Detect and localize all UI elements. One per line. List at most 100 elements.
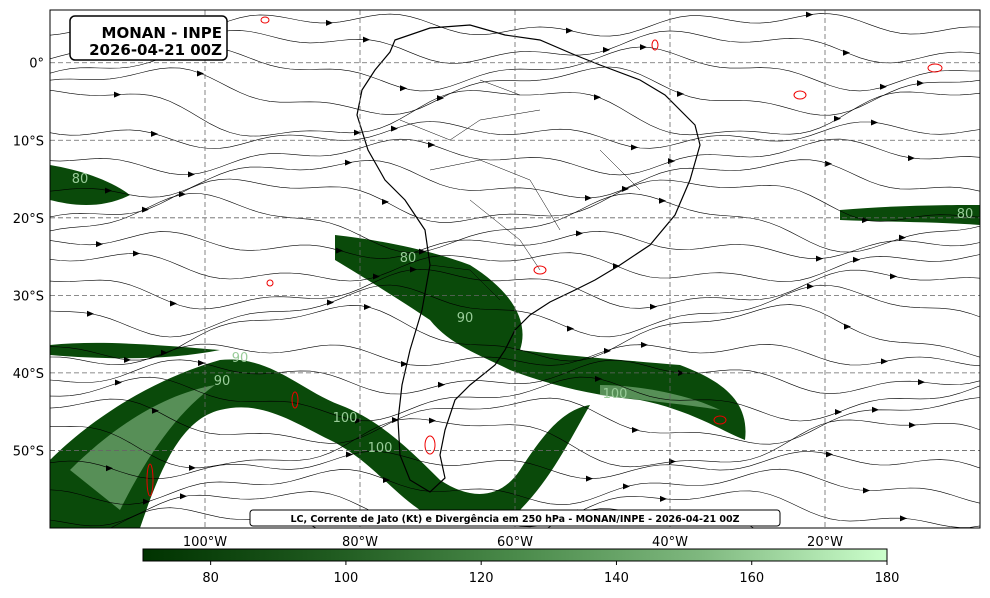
- stream-arrow: [816, 255, 823, 262]
- stream-arrow: [576, 230, 583, 237]
- stream-arrow: [603, 46, 610, 53]
- stream-arrow: [410, 266, 417, 273]
- colorbar-fill: [142, 548, 888, 562]
- colorbar: 80 100 120 140 160 180: [142, 548, 900, 586]
- stream-arrow: [909, 422, 916, 429]
- stream-arrow: [161, 349, 168, 356]
- stream-arrow: [115, 379, 122, 386]
- map-frame: [49, 9, 981, 529]
- stream-arrow: [594, 94, 601, 101]
- stream-arrow: [807, 283, 814, 290]
- stream-arrow: [363, 36, 370, 43]
- title-box: MONAN - INPE 2026-04-21 00Z: [69, 15, 228, 61]
- stream-arrow: [881, 358, 888, 365]
- stream-arrow: [908, 155, 915, 162]
- y-tick-label: 50°S: [13, 444, 44, 459]
- colorbar-tick-label: 100: [333, 571, 358, 586]
- stream-arrow: [899, 234, 906, 241]
- stream-arrow: [668, 158, 675, 165]
- contour-label: 90: [457, 311, 474, 326]
- stream-arrow: [567, 325, 574, 332]
- stream-arrow: [124, 356, 131, 363]
- streamline: [50, 89, 980, 137]
- stream-arrow: [853, 256, 860, 263]
- stream-arrow: [105, 187, 112, 194]
- stream-arrow: [631, 144, 638, 151]
- stream-arrow: [604, 347, 611, 354]
- divergence-contours: [146, 16, 943, 497]
- stream-arrow: [835, 408, 842, 415]
- stream-arrow: [640, 44, 647, 51]
- caption: LC, Corrente de Jato (Kt) e Divergência …: [290, 514, 739, 525]
- stream-arrow: [170, 300, 177, 307]
- stream-arrow: [346, 451, 353, 458]
- stream-arrow: [355, 417, 362, 424]
- stream-arrow: [871, 119, 878, 126]
- stream-arrow: [586, 475, 593, 482]
- contour-label: 90: [214, 374, 231, 389]
- colorbar-tick-label: 180: [875, 571, 900, 586]
- stream-arrow: [669, 458, 676, 465]
- stream-arrow: [825, 160, 832, 167]
- y-tick-label: 30°S: [13, 289, 44, 304]
- stream-arrow: [364, 303, 371, 310]
- contour-label: 100: [333, 411, 358, 426]
- stream-arrow: [197, 70, 204, 77]
- stream-arrow: [437, 95, 444, 102]
- stream-arrow: [97, 530, 104, 536]
- stream-arrow: [900, 515, 907, 522]
- stream-arrow: [862, 217, 869, 224]
- stream-arrow: [114, 91, 121, 98]
- x-tick-label: 100°W: [183, 535, 227, 550]
- stream-arrow: [641, 341, 648, 348]
- y-tick-label: 40°S: [13, 367, 44, 382]
- stream-arrow: [180, 493, 187, 500]
- stream-arrow: [585, 194, 592, 201]
- colorbar-tick-label: 120: [469, 571, 494, 586]
- stream-arrow: [188, 171, 195, 178]
- colorbar-tick-label: 80: [202, 571, 219, 586]
- stream-arrow: [382, 198, 389, 205]
- stream-arrow: [87, 310, 94, 317]
- stream-arrow: [152, 407, 159, 414]
- x-tick-label: 80°W: [342, 535, 378, 550]
- y-tick-label: 20°S: [13, 212, 44, 227]
- stream-arrow: [327, 299, 334, 306]
- x-tick-label: 20°W: [807, 535, 843, 550]
- stream-arrow: [143, 498, 150, 505]
- stream-arrow: [677, 90, 684, 97]
- stream-arrow: [826, 451, 833, 458]
- stream-arrow: [622, 185, 629, 192]
- stream-arrow: [428, 141, 435, 148]
- stream-arrow: [595, 375, 602, 382]
- caption-box: LC, Corrente de Jato (Kt) e Divergência …: [249, 509, 781, 527]
- stream-arrow: [373, 273, 380, 280]
- stream-arrow: [345, 159, 352, 166]
- title-line: MONAN - INPE: [102, 24, 222, 42]
- stream-arrow: [678, 369, 685, 376]
- contour-label: 80: [72, 172, 89, 187]
- stream-arrow: [863, 487, 870, 494]
- stream-arrow: [438, 381, 445, 388]
- stream-arrow: [917, 80, 924, 87]
- coastline: [356, 24, 701, 493]
- stream-arrow: [179, 191, 186, 198]
- stream-arrow: [151, 130, 158, 137]
- stream-arrow: [133, 250, 140, 257]
- stream-arrow: [142, 206, 149, 213]
- colorbar-tick-label: 160: [739, 571, 764, 586]
- stream-arrow: [106, 465, 113, 472]
- stream-arrow: [566, 27, 573, 34]
- y-tick-label: 0°: [29, 57, 44, 72]
- x-tick-label: 60°W: [497, 535, 533, 550]
- stream-arrow: [401, 360, 408, 367]
- stream-arrow: [632, 427, 639, 434]
- stream-arrow: [660, 495, 667, 502]
- contour-label: 100: [368, 441, 393, 456]
- stream-arrow: [189, 464, 196, 471]
- stream-arrow: [198, 359, 205, 366]
- stream-arrow: [890, 273, 897, 280]
